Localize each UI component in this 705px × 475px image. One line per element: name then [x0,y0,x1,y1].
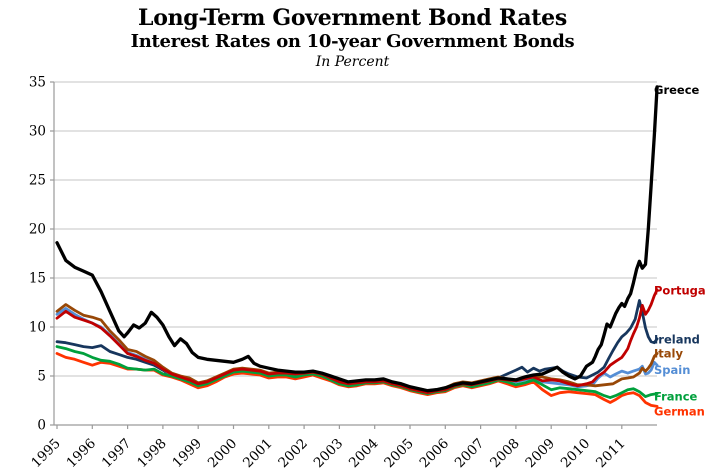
x-tick-label-1997: 1997 [99,436,135,472]
x-tick-label-1998: 1998 [134,436,170,472]
y-tick-label-35: 35 [29,75,46,91]
series-line-portugal [55,288,659,395]
series-label-greece: Greece [654,83,700,97]
x-tick-label-1999: 1999 [169,436,205,472]
chart-subtitle: Interest Rates on 10-year Government Bon… [130,31,575,52]
x-tick-label-2007: 2007 [452,436,488,472]
x-tick-label-2000: 2000 [205,436,241,472]
series-label-france: France [654,390,698,404]
y-tick-label-0: 0 [37,418,46,434]
chart-unit-note: In Percent [315,54,390,70]
x-tick-label-1995: 1995 [28,436,64,472]
y-tick-label-20: 20 [29,222,46,238]
series-label-germany: Germany [654,404,705,418]
x-tick-label-1996: 1996 [64,436,100,472]
x-tick-label-2009: 2009 [522,436,558,472]
series-line-greece [55,85,659,393]
chart-header: Long-Term Government Bond Rates Interest… [0,0,705,70]
series-label-italy: Italy [654,346,683,360]
x-tick-label-2003: 2003 [311,436,347,472]
series-label-ireland: Ireland [654,333,700,347]
chart-title: Long-Term Government Bond Rates [138,5,567,31]
y-tick-label-5: 5 [37,369,46,385]
x-tick-label-2010: 2010 [558,436,594,472]
x-tick-label-2005: 2005 [381,436,417,472]
y-tick-label-10: 10 [29,320,46,336]
y-tick-label-15: 15 [29,271,46,287]
x-tick-label-2006: 2006 [417,436,453,472]
series-label-portugal: Portugal [654,284,705,298]
x-tick-label-2004: 2004 [346,436,382,472]
series-line-ireland [55,299,659,395]
series-label-spain: Spain [654,363,690,377]
x-tick-label-2001: 2001 [240,436,276,472]
x-tick-label-2002: 2002 [275,436,311,472]
x-tick-label-2011: 2011 [593,436,629,472]
x-tick-label-2008: 2008 [487,436,523,472]
y-tick-label-30: 30 [29,124,46,140]
y-tick-label-25: 25 [29,173,46,189]
